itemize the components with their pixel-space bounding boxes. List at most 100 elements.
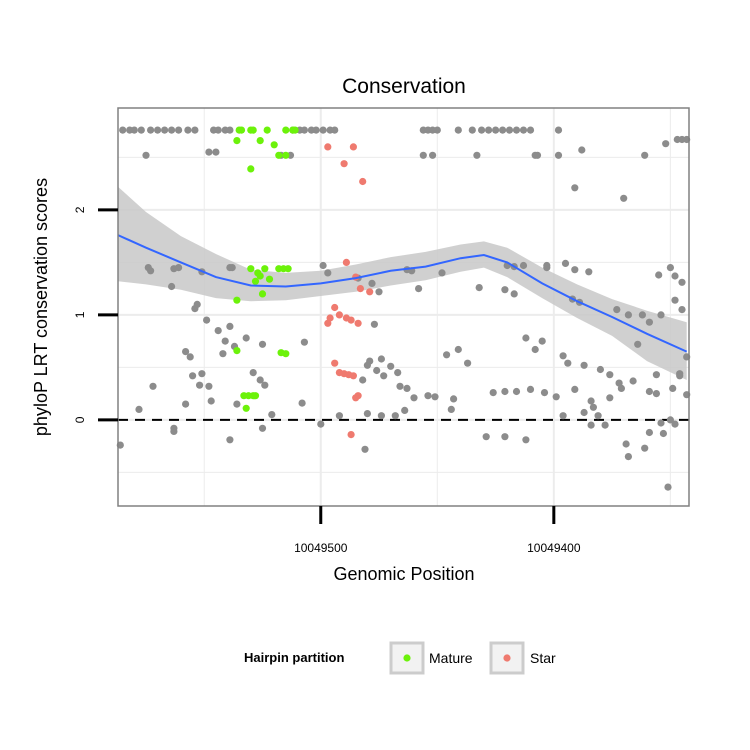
x-tick-label: 10049500 [294, 541, 348, 555]
point-other [137, 126, 145, 134]
point-other [489, 389, 497, 397]
point-mature [256, 272, 264, 280]
point-other [678, 306, 686, 314]
point-mature [282, 151, 290, 159]
point-other [664, 483, 672, 491]
point-other [154, 126, 162, 134]
point-other [258, 424, 267, 432]
point-other [261, 381, 269, 389]
point-other [447, 405, 455, 413]
point-other [652, 390, 661, 398]
point-other [168, 126, 176, 134]
point-other [249, 369, 257, 377]
y-tick-label: 2 [73, 206, 87, 213]
point-other [391, 412, 399, 420]
point-other [331, 126, 339, 134]
point-other [377, 355, 385, 363]
point-other [624, 453, 633, 461]
point-other [429, 151, 437, 159]
point-other [319, 126, 327, 134]
point-other [419, 151, 427, 159]
point-other [571, 184, 579, 192]
confidence-band [118, 186, 687, 380]
point-other [580, 408, 588, 417]
point-mature [282, 126, 290, 134]
point-other [501, 286, 509, 294]
point-other [594, 412, 602, 420]
point-other [228, 264, 236, 272]
y-tick-label: 1 [73, 311, 87, 318]
point-other [645, 428, 654, 437]
point-other [615, 379, 623, 387]
point-other [135, 405, 143, 413]
point-other [324, 269, 332, 277]
point-other [657, 311, 665, 319]
legend: Hairpin partition Mature Star [244, 641, 556, 675]
point-star [349, 372, 357, 380]
point-other [571, 266, 579, 274]
point-other [242, 334, 250, 342]
point-other [363, 410, 371, 418]
point-other [512, 126, 521, 134]
point-other [182, 400, 190, 408]
point-other [587, 397, 595, 405]
point-other [268, 411, 276, 419]
point-other [147, 126, 155, 134]
point-other [317, 420, 325, 428]
point-mature [247, 165, 255, 173]
point-other [641, 151, 649, 159]
point-other [475, 284, 483, 292]
point-other [363, 361, 371, 369]
point-other [510, 290, 518, 298]
point-other [203, 316, 211, 324]
point-star [354, 319, 362, 327]
point-other [561, 259, 570, 267]
point-other [130, 126, 138, 134]
point-other [175, 264, 183, 272]
point-other [226, 436, 234, 444]
legend-title: Hairpin partition [244, 650, 344, 665]
point-other [186, 353, 194, 361]
point-other [161, 126, 169, 134]
point-star [340, 160, 348, 168]
point-other [620, 194, 628, 202]
legend-label-star: Star [530, 650, 556, 666]
point-other [375, 288, 383, 296]
point-other [396, 382, 404, 390]
point-other [587, 421, 595, 429]
point-other [676, 370, 684, 378]
point-other [655, 271, 663, 279]
point-star [359, 177, 367, 186]
point-star [347, 316, 355, 324]
point-other [207, 397, 215, 405]
point-other [312, 126, 320, 134]
point-mature [256, 137, 264, 145]
point-other [298, 399, 306, 407]
point-other [170, 427, 178, 435]
point-mature [265, 275, 274, 283]
point-other [214, 327, 222, 335]
point-other [666, 416, 675, 424]
legend-item-star: Star [489, 641, 556, 675]
point-other [424, 392, 432, 400]
point-other [596, 365, 605, 374]
smooth-fit-line [117, 234, 688, 353]
point-mature [263, 126, 271, 134]
point-other [142, 151, 150, 159]
point-other [522, 334, 530, 342]
point-star [366, 288, 374, 296]
point-other [182, 348, 190, 356]
point-other [638, 311, 647, 319]
point-other [526, 385, 535, 393]
point-other [589, 403, 598, 411]
point-other [319, 261, 327, 270]
point-other [361, 445, 369, 453]
point-other [662, 140, 670, 148]
point-other [657, 419, 665, 427]
point-other [175, 126, 183, 134]
point-other [478, 126, 486, 134]
point-other [543, 261, 551, 270]
point-other [666, 264, 675, 272]
point-other [454, 126, 462, 134]
x-tick-label: 10049400 [527, 541, 581, 555]
